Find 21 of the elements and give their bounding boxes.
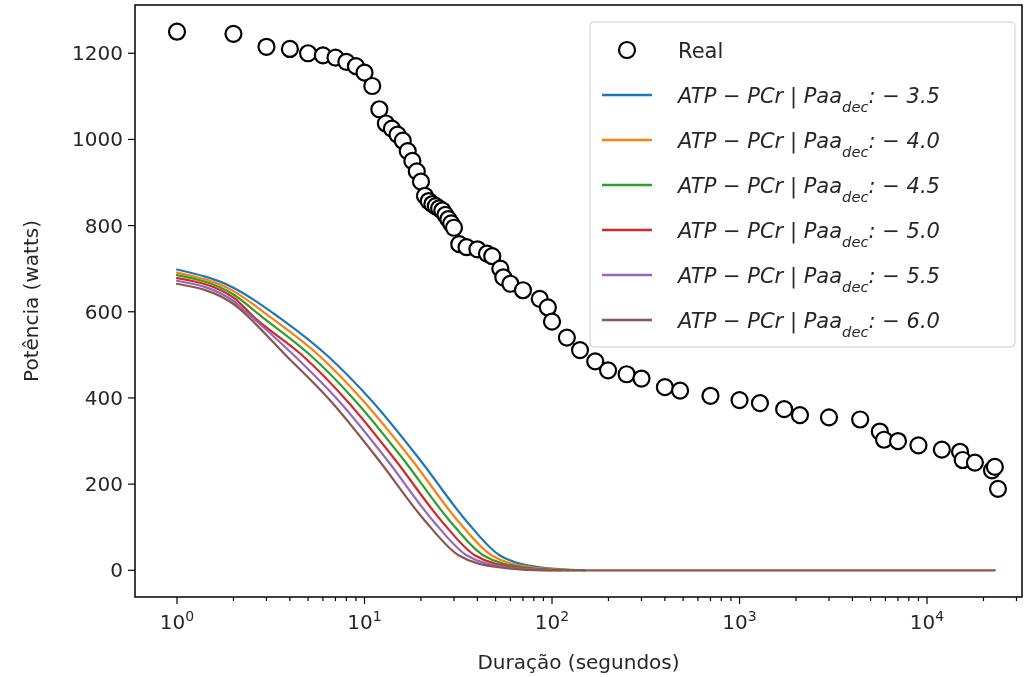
x-tick-label: 10$^{3}$ bbox=[722, 608, 757, 634]
legend-label: ATP − PCr | Paa$_{dec}$: − 3.5 bbox=[676, 84, 940, 115]
legend-label: ATP − PCr | Paa$_{dec}$: − 5.5 bbox=[676, 264, 940, 295]
legend-label: ATP − PCr | Paa$_{dec}$: − 6.0 bbox=[676, 309, 940, 340]
legend-label: ATP − PCr | Paa$_{dec}$: − 4.0 bbox=[676, 129, 940, 160]
x-tick-label: 10$^{4}$ bbox=[909, 608, 945, 634]
legend-label: Real bbox=[678, 39, 724, 63]
y-tick-label: 200 bbox=[84, 472, 123, 497]
y-tick-label: 400 bbox=[84, 385, 123, 410]
x-axis-title: Duração (segundos) bbox=[477, 650, 680, 674]
y-tick-label: 0 bbox=[110, 558, 123, 583]
x-tick-label: 10$^{1}$ bbox=[347, 608, 382, 634]
y-tick-label: 1000 bbox=[72, 127, 123, 152]
x-tick-label: 10$^{0}$ bbox=[159, 608, 195, 634]
y-axis-title: Potência (watts) bbox=[19, 220, 43, 382]
y-tick-label: 600 bbox=[84, 299, 123, 324]
x-tick-label: 10$^{2}$ bbox=[534, 608, 570, 634]
y-tick-label: 1200 bbox=[72, 41, 123, 66]
legend-label: ATP − PCr | Paa$_{dec}$: − 4.5 bbox=[676, 174, 940, 205]
y-tick-label: 800 bbox=[84, 213, 123, 238]
legend-label: ATP − PCr | Paa$_{dec}$: − 5.0 bbox=[676, 219, 940, 250]
